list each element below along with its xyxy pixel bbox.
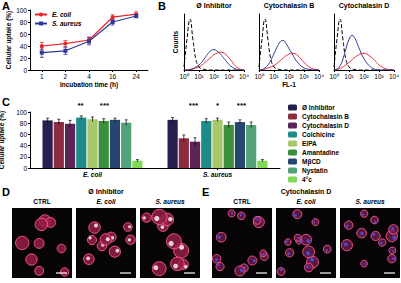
- svg-text:FL-1: FL-1: [282, 81, 296, 88]
- svg-text:10⁴: 10⁴: [314, 73, 324, 80]
- svg-text:E. coli: E. coli: [83, 171, 102, 178]
- svg-text:10³: 10³: [224, 73, 234, 80]
- svg-text:Cytochalasin D: Cytochalasin D: [281, 188, 332, 196]
- svg-text:E. coli: E. coli: [52, 11, 71, 18]
- svg-text:80: 80: [20, 19, 28, 26]
- svg-text:100: 100: [16, 7, 27, 14]
- svg-text:10³: 10³: [299, 73, 309, 80]
- svg-text:A: A: [2, 0, 10, 12]
- svg-text:10¹: 10¹: [269, 73, 279, 80]
- svg-text:20: 20: [20, 153, 28, 160]
- svg-text:**: **: [77, 101, 84, 110]
- svg-text:Colchicine: Colchicine: [302, 131, 335, 138]
- svg-text:CTRL: CTRL: [233, 198, 250, 205]
- svg-text:10¹: 10¹: [344, 73, 354, 80]
- svg-text:***: ***: [100, 101, 110, 110]
- svg-text:EIPA: EIPA: [302, 140, 317, 147]
- svg-text:Cytochalasin D: Cytochalasin D: [302, 122, 349, 130]
- svg-text:10²: 10²: [284, 73, 294, 80]
- svg-text:10⁰: 10⁰: [254, 73, 264, 80]
- svg-text:B: B: [158, 0, 166, 12]
- svg-text:10⁴: 10⁴: [239, 73, 249, 80]
- svg-text:40: 40: [20, 142, 28, 149]
- svg-text:24: 24: [133, 73, 141, 80]
- svg-text:Ø Inhibitor: Ø Inhibitor: [196, 2, 232, 9]
- svg-text:***: ***: [189, 101, 199, 110]
- svg-text:Counts: Counts: [172, 30, 179, 53]
- svg-text:S. aureus: S. aureus: [203, 171, 233, 178]
- svg-text:Amantadine: Amantadine: [302, 149, 340, 156]
- svg-text:Ø Inhibitor: Ø Inhibitor: [88, 188, 124, 195]
- svg-text:S. aureus: S. aureus: [355, 198, 385, 205]
- svg-text:E. coli: E. coli: [296, 198, 315, 205]
- svg-text:E: E: [202, 186, 209, 198]
- svg-text:D: D: [2, 186, 10, 198]
- svg-text:80: 80: [20, 120, 28, 127]
- svg-text:S. aureus: S. aureus: [155, 198, 185, 205]
- svg-text:20: 20: [20, 55, 28, 62]
- svg-text:10²: 10²: [209, 73, 219, 80]
- svg-text:0: 0: [23, 165, 27, 172]
- svg-text:E. coli: E. coli: [96, 198, 115, 205]
- svg-text:Cytochalasin D: Cytochalasin D: [339, 2, 390, 10]
- svg-text:4°c: 4°c: [302, 176, 312, 183]
- svg-text:16: 16: [109, 73, 117, 80]
- svg-text:Cellular uptake (%): Cellular uptake (%): [5, 11, 13, 70]
- svg-text:Ø Inhibitor: Ø Inhibitor: [302, 104, 335, 111]
- svg-text:Cytochalasin B: Cytochalasin B: [264, 2, 315, 10]
- svg-text:Incubation time (h): Incubation time (h): [60, 81, 118, 89]
- svg-text:4: 4: [87, 73, 91, 80]
- svg-text:10²: 10²: [359, 73, 369, 80]
- svg-text:CTRL: CTRL: [33, 198, 50, 205]
- svg-text:10⁰: 10⁰: [329, 73, 339, 80]
- svg-text:2: 2: [64, 73, 68, 80]
- svg-text:40: 40: [20, 43, 28, 50]
- svg-text:10¹: 10¹: [194, 73, 204, 80]
- svg-text:10⁴: 10⁴: [389, 73, 399, 80]
- svg-text:60: 60: [20, 31, 28, 38]
- svg-text:Nystatin: Nystatin: [302, 167, 328, 175]
- svg-text:100: 100: [16, 109, 27, 116]
- svg-text:*: *: [216, 101, 220, 110]
- svg-text:S. aureus: S. aureus: [52, 20, 82, 27]
- svg-text:Cytochalasin B: Cytochalasin B: [302, 113, 349, 121]
- svg-text:10³: 10³: [374, 73, 384, 80]
- svg-text:C: C: [2, 96, 10, 108]
- svg-text:Cellular uptake (%): Cellular uptake (%): [0, 111, 6, 170]
- svg-text:60: 60: [20, 131, 28, 138]
- svg-text:MβCD: MβCD: [302, 158, 321, 166]
- svg-text:1: 1: [40, 73, 44, 80]
- svg-text:10⁰: 10⁰: [179, 73, 189, 80]
- svg-text:0: 0: [23, 67, 27, 74]
- svg-text:***: ***: [237, 101, 247, 110]
